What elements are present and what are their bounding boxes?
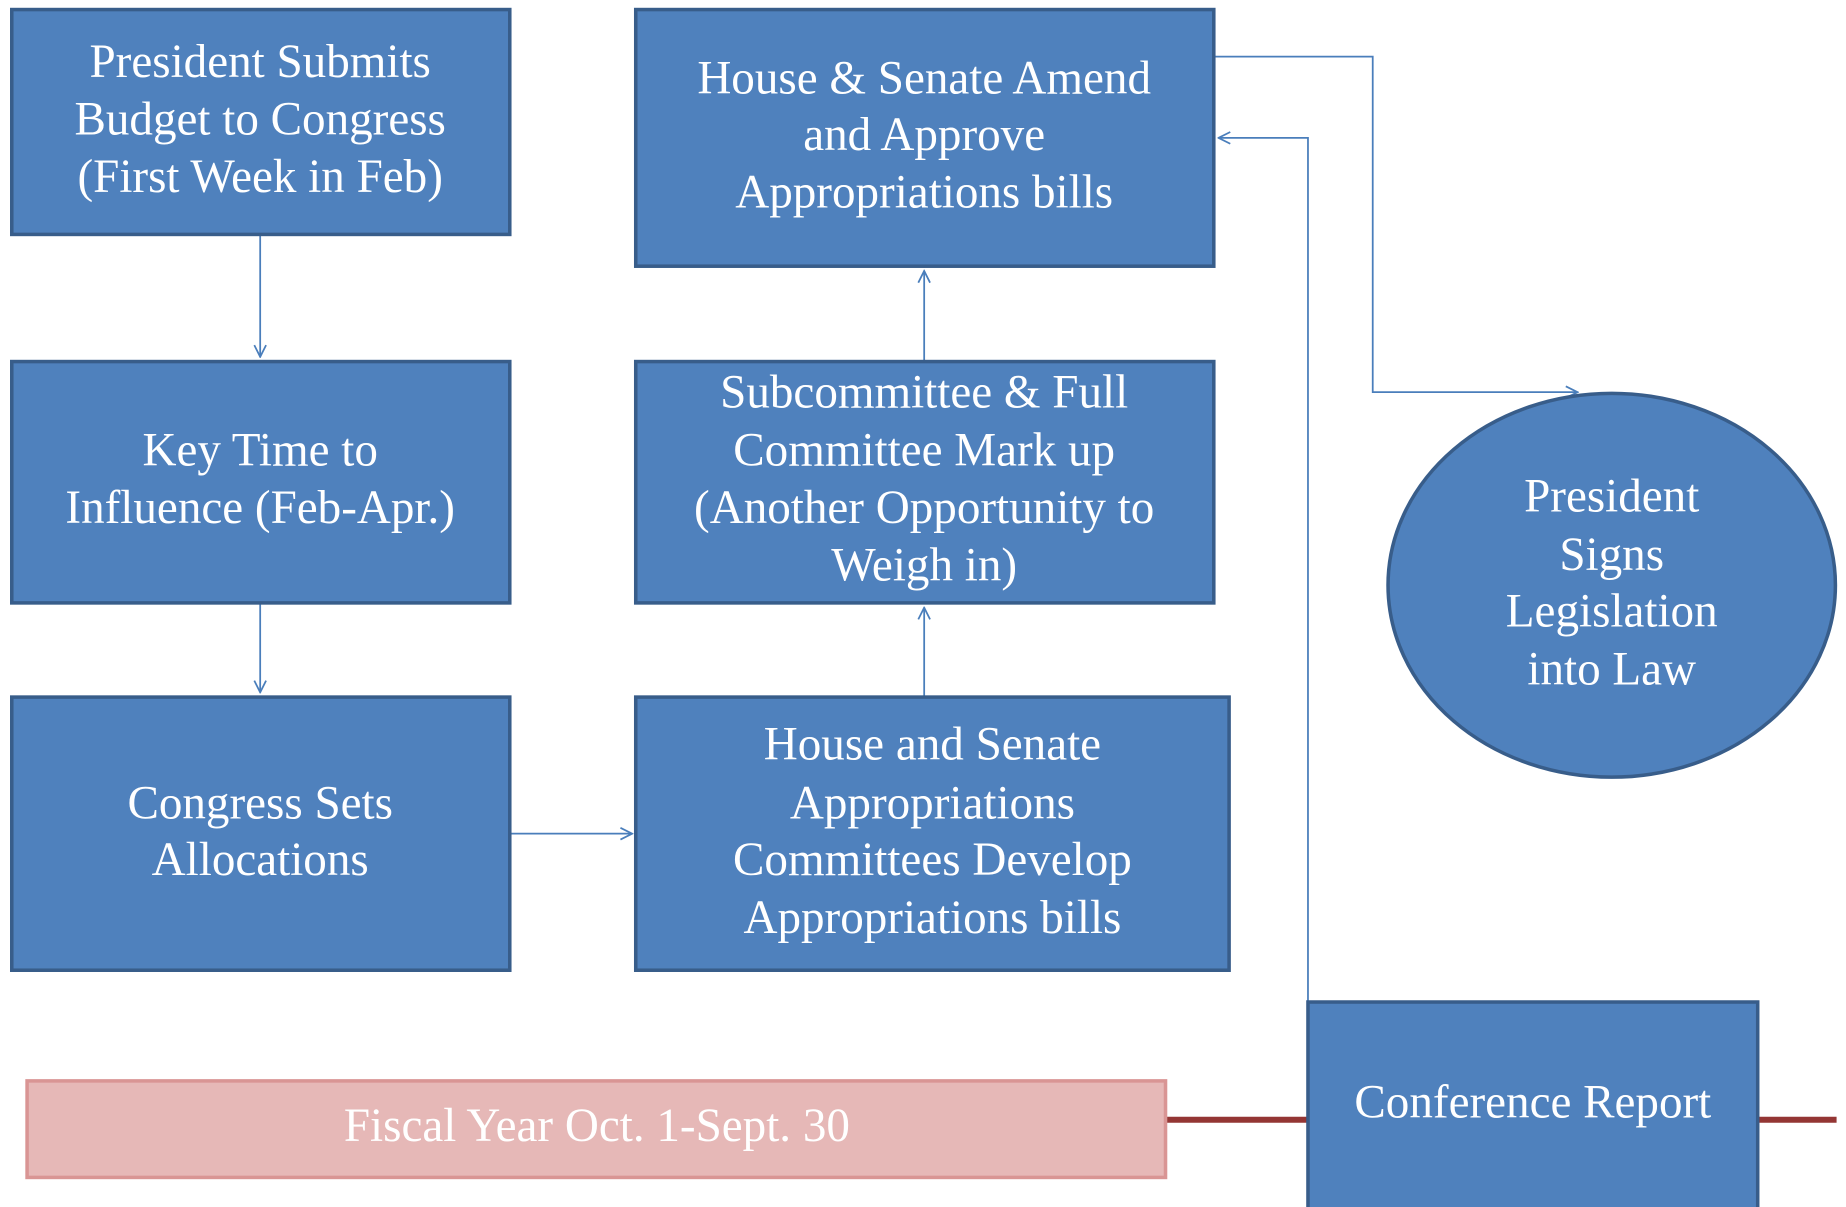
node-text: President — [1524, 470, 1699, 522]
node-text: Budget to Congress — [74, 94, 445, 146]
node-box — [633, 359, 1216, 605]
node-box — [633, 695, 1231, 972]
node-text: (First Week in Feb) — [77, 151, 442, 203]
node-text: Allocations — [152, 834, 369, 886]
arrow — [1219, 138, 1309, 1011]
node-text: Legislation — [1506, 586, 1718, 638]
node-text: Influence (Feb-Apr.) — [65, 482, 455, 534]
node-text: House & Senate Amend — [697, 52, 1151, 104]
node-text: Subcommittee & Full — [720, 367, 1128, 419]
connectors — [260, 55, 1577, 1011]
node-text: President Submits — [90, 36, 431, 88]
node-text: Committees Develop — [733, 834, 1132, 886]
node-text: Appropriations — [790, 778, 1075, 830]
node-text: Congress Sets — [127, 778, 392, 830]
node-box — [10, 7, 512, 237]
node-box — [10, 695, 512, 972]
node-text: Key Time to — [142, 424, 377, 476]
node-box — [10, 359, 512, 605]
fiscal-year-bar — [25, 1079, 1168, 1180]
node-text: (Another Opportunity to — [694, 482, 1154, 534]
node-text: Weigh in) — [831, 540, 1017, 592]
node-text: Signs — [1559, 529, 1664, 581]
node-text: House and Senate — [764, 719, 1101, 771]
node-ellipse — [1386, 391, 1838, 779]
node-text: Appropriations bills — [743, 892, 1121, 944]
node-box — [633, 7, 1216, 268]
node-box — [1306, 1000, 1760, 1207]
node-text: into Law — [1527, 643, 1696, 695]
node-text: Appropriations bills — [735, 167, 1113, 219]
arrow — [1177, 55, 1577, 393]
node-text: Committee Mark up — [733, 424, 1115, 476]
node-text: and Approve — [803, 109, 1045, 161]
fiscal-year-text: Fiscal Year Oct. 1-Sept. 30 — [344, 1100, 850, 1152]
node-text: Conference Report — [1354, 1077, 1711, 1129]
